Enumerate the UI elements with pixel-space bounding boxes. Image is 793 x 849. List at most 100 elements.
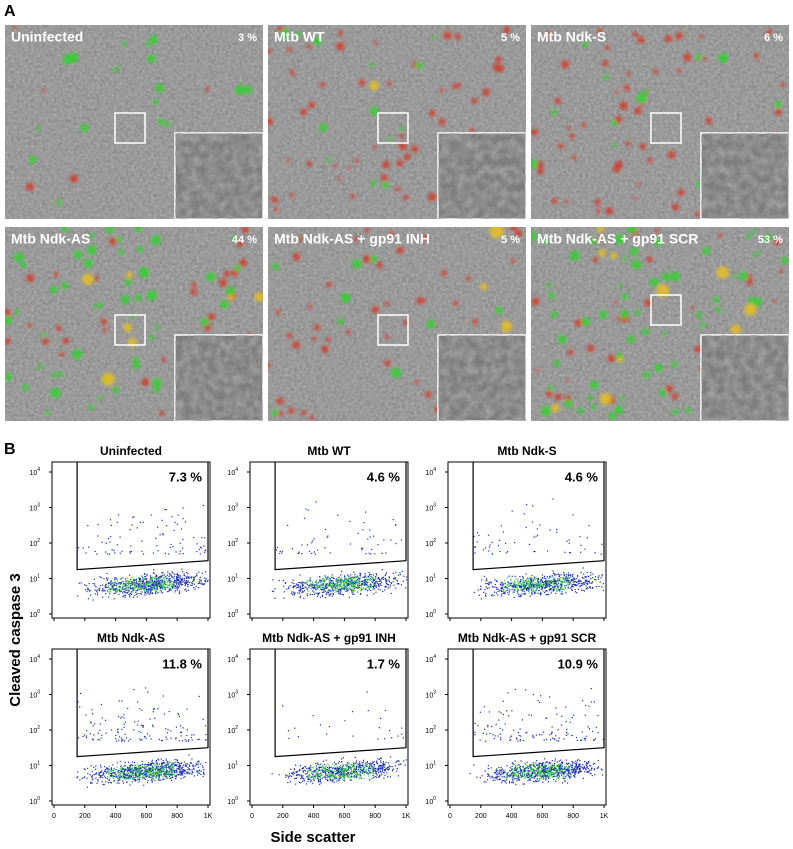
cell-signal (290, 193, 294, 197)
event (143, 776, 144, 777)
event (135, 592, 136, 593)
event (521, 586, 522, 587)
event (196, 586, 197, 587)
event (128, 583, 129, 584)
cell-signal (84, 259, 93, 268)
event (120, 771, 121, 772)
event (590, 578, 591, 579)
event (108, 585, 109, 586)
event (141, 551, 142, 552)
cell-signal (326, 337, 331, 342)
event (178, 762, 179, 763)
event (354, 583, 355, 584)
event (516, 578, 517, 579)
cell-signal (363, 255, 371, 263)
event (279, 580, 280, 581)
event (142, 766, 143, 767)
event (187, 729, 188, 730)
event (176, 579, 177, 580)
cell-signal (385, 301, 390, 306)
cell-signal (643, 89, 648, 94)
event (181, 732, 182, 733)
panel-label: A (4, 3, 16, 20)
cell-signal (548, 293, 554, 299)
event (284, 591, 285, 592)
event (164, 770, 165, 771)
event (109, 593, 110, 594)
event (165, 588, 166, 589)
plot-title: Mtb Ndk-AS (97, 631, 165, 645)
event (313, 775, 314, 776)
cell-signal (153, 99, 159, 105)
event (122, 777, 123, 778)
event (179, 582, 180, 583)
event (136, 581, 137, 582)
event (569, 582, 570, 583)
event (389, 586, 390, 587)
event (104, 776, 105, 777)
event (494, 586, 495, 587)
gate-percent: 7.3 % (169, 469, 203, 484)
cell-signal (337, 177, 340, 180)
event (375, 579, 376, 580)
event (157, 585, 158, 586)
event (169, 582, 170, 583)
event (132, 781, 133, 782)
event (575, 591, 576, 592)
event (183, 771, 184, 772)
event (118, 770, 119, 771)
event (158, 582, 159, 583)
event (566, 581, 567, 582)
event (144, 765, 145, 766)
event (367, 761, 368, 762)
event (171, 770, 172, 771)
event (576, 578, 577, 579)
event (369, 579, 370, 580)
event (319, 586, 320, 587)
event (356, 777, 357, 778)
panel-label: B (4, 441, 16, 458)
event (87, 587, 88, 588)
event (188, 590, 189, 591)
event (147, 733, 148, 734)
event (179, 774, 180, 775)
event (183, 777, 184, 778)
event (118, 775, 119, 776)
cell-signal (695, 54, 701, 60)
y-tick-label: 104 (227, 467, 238, 477)
event (573, 582, 574, 583)
event (524, 513, 525, 514)
event (373, 536, 374, 537)
cell-signal (748, 297, 754, 303)
event (157, 580, 158, 581)
event (145, 687, 146, 688)
event (540, 579, 541, 580)
event (115, 593, 116, 594)
event (550, 580, 551, 581)
event (384, 589, 385, 590)
event (177, 515, 178, 516)
event (371, 584, 372, 585)
event (371, 574, 372, 575)
event (478, 535, 479, 536)
event (179, 591, 180, 592)
event (516, 587, 517, 588)
event (563, 581, 564, 582)
tick-base: 10 (425, 505, 433, 512)
event (199, 770, 200, 771)
cell-signal (587, 395, 593, 401)
event (520, 595, 521, 596)
event (485, 583, 486, 584)
cell-signal (665, 35, 673, 43)
event (123, 595, 124, 596)
cell-signal (716, 307, 722, 313)
event (170, 738, 171, 739)
event (156, 581, 157, 582)
event (147, 782, 148, 783)
event (167, 591, 168, 592)
event (573, 577, 574, 578)
event (325, 529, 326, 530)
event (363, 522, 364, 523)
tick-exponent: 2 (37, 538, 40, 544)
event (113, 780, 114, 781)
